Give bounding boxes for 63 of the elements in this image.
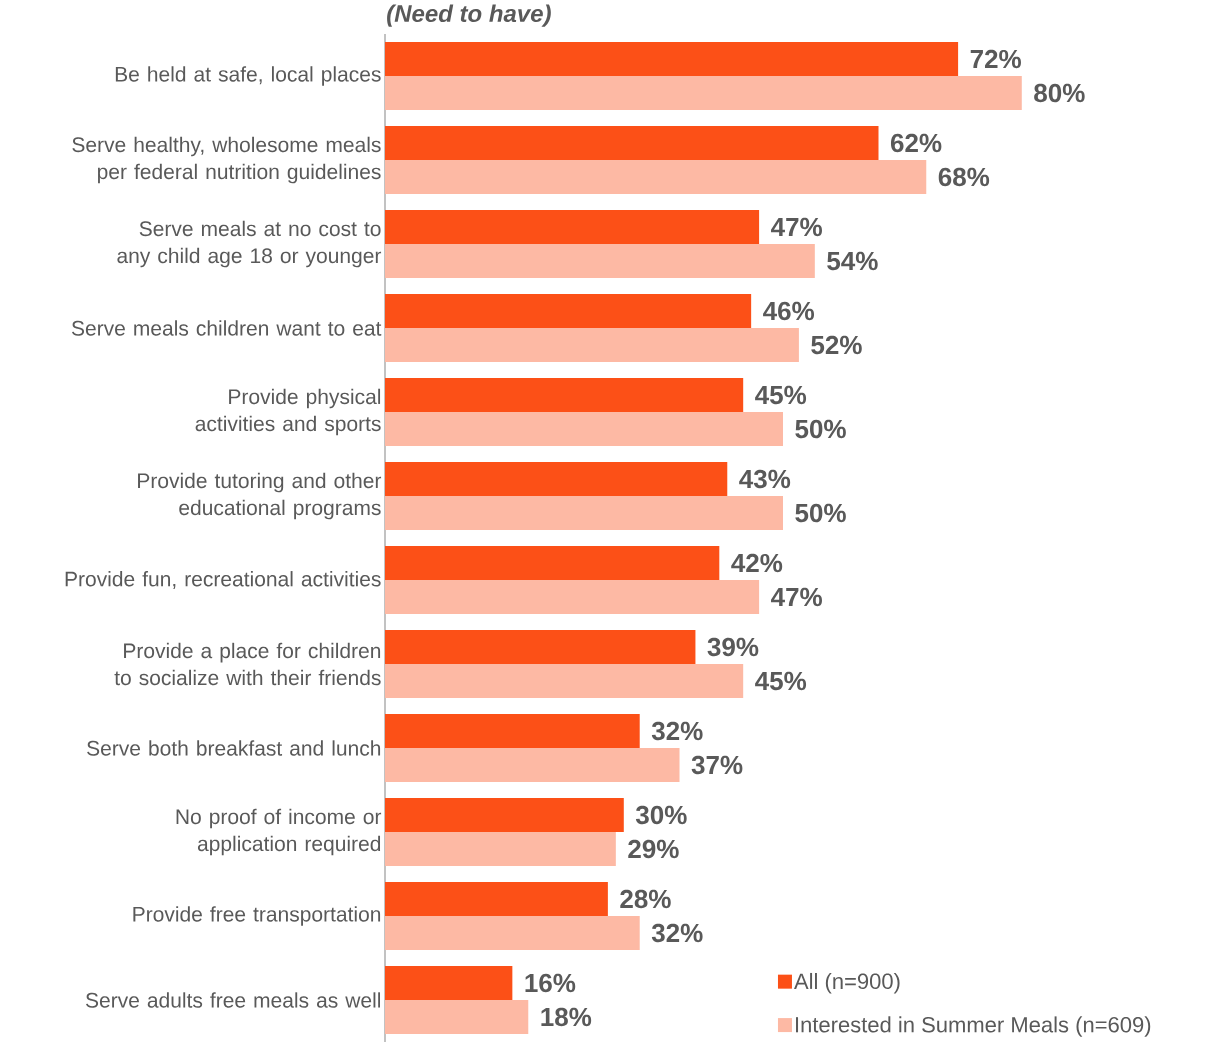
data-label: 62%: [890, 133, 942, 153]
bar: [385, 966, 513, 1001]
y-tick-label: Serve adults free meals as well: [85, 992, 381, 1008]
y-tick-label: Provide physical activities and sports: [195, 388, 381, 436]
y-tick-label: Serve meals at no cost to any child age 18 or younger: [117, 220, 382, 268]
data-label: 32%: [651, 923, 703, 943]
data-label: 18%: [541, 1007, 592, 1027]
bar: [385, 714, 640, 749]
bar: [385, 42, 959, 77]
bar: [385, 210, 760, 245]
bar: [385, 76, 1022, 111]
data-label: 50%: [795, 503, 846, 523]
data-label: 47%: [771, 587, 822, 607]
bar: [385, 412, 783, 447]
data-label: 50%: [795, 419, 846, 439]
data-label: 37%: [691, 755, 743, 775]
y-tick-label: Serve healthy, wholesome meals per federal nutrition guidelines: [72, 136, 381, 184]
bar: [385, 126, 879, 161]
bar: [385, 244, 815, 279]
chart-subtitle: (Need to have): [387, 4, 551, 27]
y-tick-label: Provide free transportation: [133, 906, 381, 926]
bar: [385, 546, 720, 581]
data-label: 16%: [525, 973, 576, 993]
bar: [385, 1000, 529, 1035]
bar: [385, 798, 624, 833]
data-label: 30%: [635, 805, 687, 825]
data-label: 47%: [771, 217, 822, 237]
data-label: 68%: [938, 167, 990, 187]
bar: [385, 580, 760, 615]
data-label: 28%: [620, 889, 671, 909]
bar: [385, 378, 744, 413]
bar: [385, 882, 608, 917]
bar: [385, 160, 927, 195]
data-label: 39%: [707, 637, 759, 657]
data-label: 45%: [755, 671, 807, 691]
data-label: 32%: [651, 721, 703, 741]
data-label: 42%: [731, 553, 783, 573]
bar: [385, 496, 783, 531]
bar: [385, 328, 799, 363]
data-label: 45%: [755, 385, 807, 405]
y-tick-label: Provide fun, recreational activities: [65, 571, 381, 589]
y-tick-label: Serve both breakfast and lunch: [87, 740, 381, 756]
bar: [385, 832, 616, 867]
y-tick-label: Provide a place for children to socialize with their friends: [114, 642, 381, 686]
bar: [385, 294, 752, 329]
data-label: 52%: [811, 335, 862, 355]
bar: [385, 748, 680, 783]
data-label: 29%: [628, 839, 679, 859]
bar: [385, 630, 696, 665]
data-label: 46%: [763, 301, 815, 321]
y-tick-label: Be held at safe, local places: [115, 66, 381, 86]
bar: [385, 664, 744, 699]
data-label: 80%: [1034, 83, 1085, 103]
y-tick-label: No proof of income or application required: [176, 808, 382, 856]
bar: [385, 462, 728, 497]
y-tick-label: Provide tutoring and other educational programs: [138, 472, 382, 520]
legend-label: All (n=900): [794, 972, 900, 994]
legend-label: Interested in Summer Meals (n=609): [795, 1016, 1151, 1037]
y-tick-label: Serve meals children want to eat: [71, 320, 382, 336]
data-label: 72%: [970, 49, 1021, 69]
data-label: 43%: [739, 469, 791, 489]
bar: [385, 916, 640, 951]
data-label: 54%: [827, 251, 878, 271]
